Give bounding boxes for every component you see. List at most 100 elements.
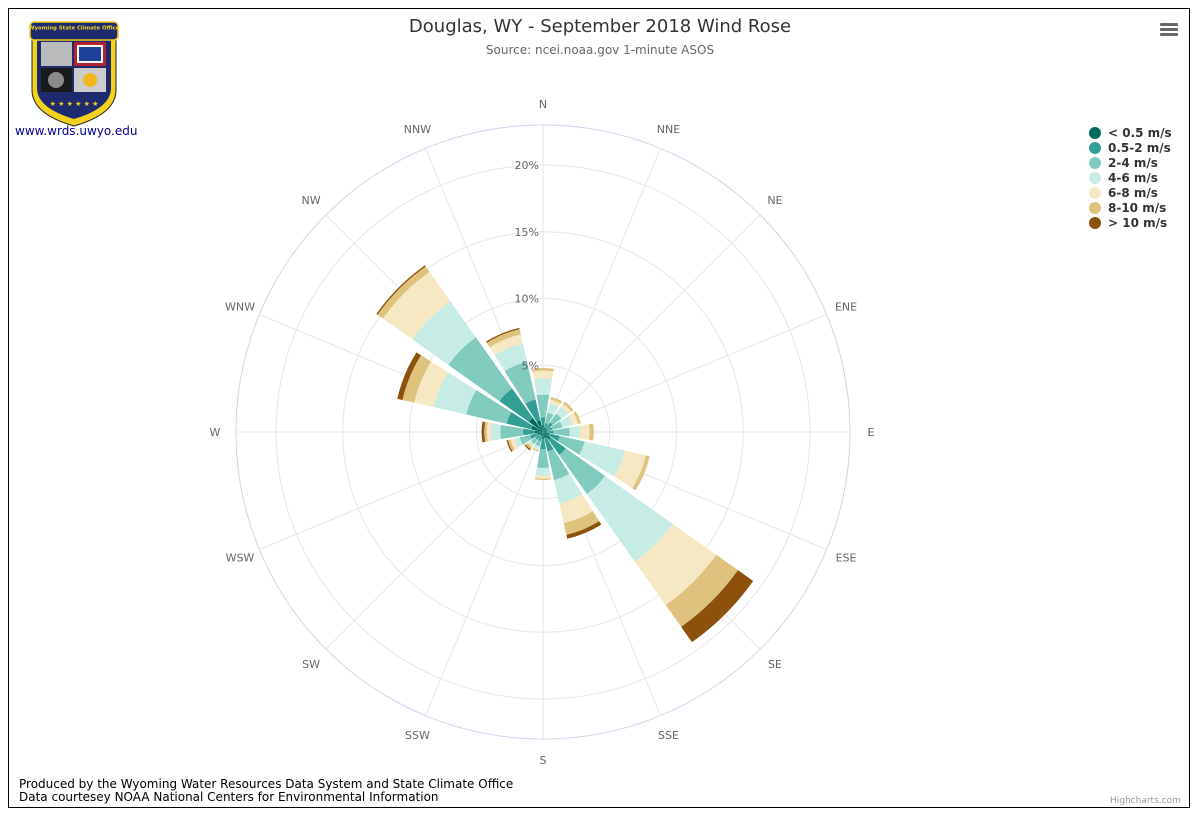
wedge-wnw-series-2[interactable] [506, 412, 533, 430]
wedge-ssw-series-4[interactable] [533, 444, 540, 449]
wedge-n-series-3[interactable] [536, 394, 550, 418]
wedge-n-series-1[interactable] [541, 425, 545, 432]
legend-item-2[interactable]: 0.5-2 m/s [1089, 140, 1172, 155]
wedge-nw-series-5[interactable] [382, 271, 451, 340]
wedge-nw-series-2[interactable] [499, 388, 533, 422]
wedge-w-series-2[interactable] [522, 428, 536, 436]
wedge-sse-series-7[interactable] [566, 521, 602, 539]
wedge-se-series-5[interactable] [634, 523, 717, 606]
wedge-wnw-series-4[interactable] [433, 372, 477, 415]
wedge-se-series-6[interactable] [665, 554, 738, 627]
wedge-se-series-7[interactable] [681, 570, 754, 643]
wedge-se-series-4[interactable] [586, 475, 673, 562]
wedge-s-series-4[interactable] [535, 467, 551, 477]
wedge-ese-series-3[interactable] [557, 435, 585, 455]
wedge-nnw-series-1[interactable] [536, 420, 543, 432]
wedge-ne-series-6[interactable] [563, 401, 574, 412]
wedge-ene-series-6[interactable] [573, 411, 581, 425]
wedge-wnw-series-1[interactable] [531, 425, 543, 432]
legend-item-4[interactable]: 4-6 m/s [1089, 170, 1172, 185]
wedge-sse-series-3[interactable] [547, 448, 570, 481]
wedge-nnw-series-2[interactable] [525, 399, 541, 422]
wedge-s-series-5[interactable] [535, 475, 551, 479]
legend-item-5[interactable]: 6-8 m/s [1089, 185, 1172, 200]
wedge-ne-series-1[interactable] [543, 427, 548, 432]
wedge-n-series-2[interactable] [540, 417, 546, 426]
wedge-ene-series-1[interactable] [543, 429, 547, 432]
wedge-sw-series-7[interactable] [524, 444, 531, 451]
legend-item-1[interactable]: < 0.5 m/s [1089, 125, 1172, 140]
wedge-w-series-1[interactable] [534, 430, 543, 434]
wedge-sse-series-2[interactable] [544, 437, 554, 452]
wedge-nw-series-6[interactable] [377, 266, 430, 319]
wedge-wnw-series-7[interactable] [397, 352, 421, 401]
wedge-nne-series-4[interactable] [547, 403, 559, 416]
context-menu-icon[interactable] [1160, 22, 1178, 38]
wedge-ssw-series-6[interactable] [532, 447, 539, 452]
wedge-nne-series-1[interactable] [543, 428, 546, 432]
wedge-ese-series-6[interactable] [632, 455, 650, 491]
wedge-sw-series-3[interactable] [531, 437, 538, 444]
wedge-nw-series-3[interactable] [448, 337, 513, 402]
wedge-ssw-series-3[interactable] [535, 439, 541, 447]
legend-item-6[interactable]: 8-10 m/s [1089, 200, 1172, 215]
wedge-e-series-3[interactable] [553, 427, 570, 437]
wedge-n-series-6[interactable] [532, 367, 554, 372]
wedge-n-series-5[interactable] [532, 370, 554, 380]
wedge-ene-series-4[interactable] [559, 415, 573, 428]
wedge-wsw-series-6[interactable] [507, 439, 515, 452]
wedge-sse-series-1[interactable] [543, 432, 547, 439]
wedge-sse-series-6[interactable] [563, 511, 600, 535]
wedge-ne-series-5[interactable] [560, 403, 572, 415]
wedge-nne-series-3[interactable] [545, 412, 554, 425]
wedge-w-series-5[interactable] [486, 422, 492, 442]
legend-item-3[interactable]: 2-4 m/s [1089, 155, 1172, 170]
wedge-e-series-6[interactable] [589, 423, 594, 441]
wedge-nnw-series-7[interactable] [486, 327, 520, 343]
website-link[interactable]: www.wrds.uwyo.edu [15, 124, 138, 138]
wedge-wsw-series-3[interactable] [519, 434, 532, 445]
wedge-se-series-3[interactable] [559, 448, 606, 495]
wedge-se-series-1[interactable] [543, 432, 551, 440]
wedge-se-series-2[interactable] [548, 437, 566, 455]
wedge-ene-series-5[interactable] [568, 412, 579, 426]
wedge-ese-series-5[interactable] [614, 450, 646, 489]
wedge-sw-series-1[interactable] [539, 432, 543, 436]
wedge-sse-series-5[interactable] [559, 494, 593, 524]
wedge-wnw-series-6[interactable] [402, 355, 432, 403]
wedge-sw-series-4[interactable] [528, 440, 535, 447]
wedge-nnw-series-4[interactable] [494, 343, 528, 371]
wedge-ssw-series-1[interactable] [540, 432, 543, 436]
wedge-w-series-3[interactable] [500, 424, 524, 440]
wedge-ssw-series-2[interactable] [538, 435, 543, 442]
wedge-ene-series-2[interactable] [546, 427, 553, 432]
wedge-nnw-series-3[interactable] [504, 361, 536, 404]
wedge-w-series-4[interactable] [490, 423, 501, 441]
wedge-s-series-6[interactable] [534, 478, 552, 481]
wedge-n-series-4[interactable] [534, 378, 552, 396]
wedge-wsw-series-2[interactable] [529, 433, 539, 440]
wedge-s-series-1[interactable] [541, 432, 545, 439]
wedge-nnw-series-5[interactable] [489, 334, 523, 356]
wedge-e-series-5[interactable] [579, 424, 590, 440]
legend-item-7[interactable]: > 10 m/s [1089, 215, 1172, 230]
wedge-sw-series-2[interactable] [535, 434, 541, 440]
wedge-wsw-series-7[interactable] [506, 439, 513, 452]
wedge-s-series-3[interactable] [536, 449, 550, 469]
wedge-nnw-series-6[interactable] [486, 329, 521, 348]
wedge-w-series-6[interactable] [484, 422, 488, 442]
wedge-ese-series-4[interactable] [579, 441, 625, 477]
wedge-ene-series-3[interactable] [550, 421, 563, 430]
wedge-nne-series-2[interactable] [543, 422, 548, 429]
wedge-wnw-series-3[interactable] [466, 390, 512, 424]
wedge-e-series-1[interactable] [543, 431, 548, 433]
wedge-w-series-7[interactable] [481, 421, 486, 443]
wedge-wsw-series-4[interactable] [514, 437, 523, 448]
wedge-ne-series-4[interactable] [556, 406, 569, 419]
wedge-ese-series-2[interactable] [548, 433, 560, 442]
wedge-sw-series-6[interactable] [525, 442, 533, 450]
wedge-ne-series-2[interactable] [546, 422, 553, 429]
highcharts-credit[interactable]: Highcharts.com [1110, 796, 1181, 806]
wedge-nne-series-6[interactable] [550, 396, 563, 404]
wedge-nw-series-1[interactable] [528, 417, 543, 432]
